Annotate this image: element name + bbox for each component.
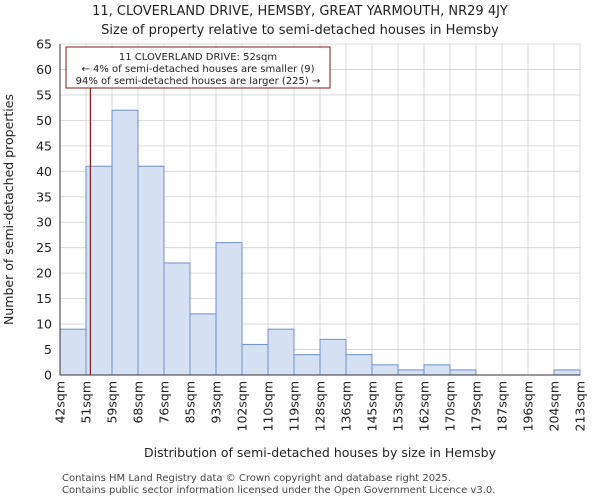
bar-93sqm — [215, 242, 243, 376]
annotation-line-3: 94% of semi-detached houses are larger (… — [76, 76, 321, 87]
y-ticks: 0 5 10 15 20 25 30 35 40 45 50 55 60 65 — [36, 37, 52, 383]
x-tick-label-196sqm: 196sqm — [521, 381, 536, 431]
x-tick-label-204sqm: 204sqm — [547, 381, 562, 431]
y-tick-label-15: 15 — [36, 291, 52, 306]
annotation-line-1: 11 CLOVERLAND DRIVE: 52sqm — [119, 52, 277, 63]
bar-145sqm — [371, 364, 399, 376]
x-tick-label-51sqm: 51sqm — [79, 381, 94, 424]
y-tick-label-60: 60 — [36, 62, 52, 77]
annotation-border — [65, 46, 331, 89]
x-tick-label-179sqm: 179sqm — [469, 381, 484, 431]
chart-subtitle: Size of property relative to semi-detach… — [101, 23, 499, 38]
y-tick-label-25: 25 — [36, 240, 52, 255]
x-tick-label-59sqm: 59sqm — [105, 381, 120, 424]
x-tick-label-213sqm: 213sqm — [573, 381, 588, 431]
x-tick-label-93sqm: 93sqm — [209, 381, 224, 424]
annotation-box: 11 CLOVERLAND DRIVE: 52sqm ← 4% of semi-… — [65, 46, 331, 89]
annotation-line-2: ← 4% of semi-detached houses are smaller… — [81, 64, 314, 75]
bar-153sqm — [397, 369, 425, 376]
y-tick-label-5: 5 — [44, 342, 52, 357]
bar-162sqm — [423, 364, 451, 376]
y-tick-label-55: 55 — [36, 87, 52, 102]
x-tick-label-153sqm: 153sqm — [391, 381, 406, 431]
y-tick-label-50: 50 — [36, 113, 52, 128]
chart-title: 11, CLOVERLAND DRIVE, HEMSBY, GREAT YARM… — [92, 4, 508, 19]
y-tick-label-10: 10 — [36, 317, 52, 332]
bar-170sqm — [449, 369, 477, 376]
bar-110sqm — [267, 328, 295, 376]
bar-68sqm — [137, 165, 165, 376]
bar-204sqm — [553, 369, 581, 376]
x-tick-label-170sqm: 170sqm — [443, 381, 458, 431]
footer-line-2: Contains public sector information licen… — [62, 485, 496, 496]
y-tick-label-45: 45 — [36, 138, 52, 153]
x-tick-label-42sqm: 42sqm — [53, 381, 68, 424]
y-tick-label-65: 65 — [36, 37, 52, 52]
x-tick-label-136sqm: 136sqm — [339, 381, 354, 431]
y-tick-label-0: 0 — [44, 368, 52, 383]
bar-136sqm — [345, 354, 373, 376]
bar-85sqm — [189, 313, 217, 376]
x-tick-label-187sqm: 187sqm — [495, 381, 510, 431]
y-tick-label-20: 20 — [36, 266, 52, 281]
x-tick-label-119sqm: 119sqm — [287, 381, 302, 431]
bars — [59, 109, 581, 376]
bar-42sqm — [59, 328, 87, 376]
bar-128sqm — [319, 338, 347, 376]
x-tick-label-68sqm: 68sqm — [131, 381, 146, 424]
x-ticks: 42sqm 51sqm 59sqm 68sqm 76sqm 85sqm 93sqm 102sq… — [53, 381, 588, 431]
x-axis-label: Distribution of semi-detached houses by … — [144, 445, 497, 460]
bar-76sqm — [163, 262, 191, 376]
x-tick-label-85sqm: 85sqm — [183, 381, 198, 424]
x-tick-label-76sqm: 76sqm — [157, 381, 172, 424]
y-tick-label-35: 35 — [36, 189, 52, 204]
bar-102sqm — [241, 343, 269, 376]
bar-119sqm — [293, 354, 321, 376]
y-tick-label-40: 40 — [36, 164, 52, 179]
x-tick-label-128sqm: 128sqm — [313, 381, 328, 431]
x-tick-label-162sqm: 162sqm — [417, 381, 432, 431]
y-axis-label: Number of semi-detached properties — [1, 94, 16, 325]
x-tick-label-145sqm: 145sqm — [365, 381, 380, 431]
x-tick-label-110sqm: 110sqm — [261, 381, 276, 431]
footer-line-1: Contains HM Land Registry data © Crown c… — [62, 473, 451, 484]
y-tick-label-30: 30 — [36, 215, 52, 230]
x-tick-label-102sqm: 102sqm — [235, 381, 250, 431]
bar-59sqm — [111, 109, 139, 376]
